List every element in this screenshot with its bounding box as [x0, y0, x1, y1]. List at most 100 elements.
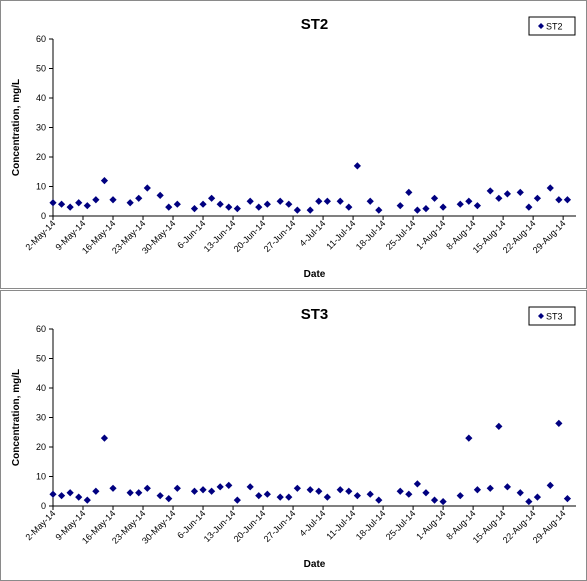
data-point — [345, 487, 353, 495]
data-point — [456, 492, 464, 500]
data-point — [555, 419, 563, 427]
data-point — [546, 481, 554, 489]
data-point — [422, 205, 430, 213]
data-point — [555, 196, 563, 204]
data-point — [225, 481, 233, 489]
data-point — [336, 486, 344, 494]
scatter-chart-st3: ST301020304050602-May-149-May-1416-May-1… — [11, 306, 576, 570]
data-point — [465, 197, 473, 205]
data-point — [516, 188, 524, 196]
data-point — [233, 205, 241, 213]
data-point — [473, 486, 482, 494]
x-tick-label: 2-May-14 — [23, 218, 57, 252]
data-point — [306, 206, 314, 214]
data-point — [293, 484, 301, 492]
data-point — [503, 483, 512, 491]
data-point — [430, 194, 439, 202]
data-point — [165, 203, 173, 211]
data-point — [100, 434, 109, 442]
data-point — [439, 203, 447, 211]
x-tick-label: 27-Jun-14 — [262, 218, 298, 254]
data-point — [143, 484, 151, 492]
y-tick-label: 20 — [36, 152, 46, 162]
chart-panel-st2: ST2 0 10 20 30 40 50 60 2-May-14 9-May-14 16-May-1… — [0, 0, 587, 289]
x-axis-label: Date — [304, 559, 326, 570]
data-point — [495, 422, 503, 430]
data-point — [75, 493, 83, 501]
data-point — [323, 493, 331, 501]
legend: ST2 — [528, 16, 576, 36]
data-point — [353, 492, 361, 500]
data-point — [100, 177, 109, 185]
scatter-chart-st2: ST201020304050602-May-149-May-1416-May-1… — [11, 16, 576, 280]
data-point — [156, 492, 164, 500]
data-point — [225, 203, 233, 211]
data-point — [293, 206, 301, 214]
data-point — [83, 202, 91, 210]
data-point — [413, 480, 421, 488]
data-point — [353, 162, 361, 170]
data-point — [486, 484, 494, 492]
y-tick-label: 0 — [41, 501, 46, 511]
data-point — [315, 487, 323, 495]
data-point — [49, 199, 57, 207]
data-point — [233, 496, 241, 504]
data-point — [83, 496, 91, 504]
data-point — [345, 203, 353, 211]
data-point — [199, 486, 207, 494]
legend-marker — [538, 313, 544, 319]
data-point — [315, 197, 323, 205]
x-tick-label: 11-Jul-14 — [324, 508, 357, 541]
chart-title: ST2 — [301, 16, 329, 33]
data-point — [135, 489, 143, 497]
data-point — [156, 191, 164, 199]
legend-label: ST2 — [546, 22, 563, 32]
data-point — [190, 487, 199, 495]
data-point — [92, 196, 100, 204]
data-point — [255, 203, 263, 211]
data-point — [208, 194, 216, 202]
data-point — [199, 200, 207, 208]
y-axis-label: Concentration, mg/L — [11, 79, 22, 176]
y-tick-label: 40 — [36, 93, 46, 103]
data-point — [173, 484, 181, 492]
x-tick-label: 27-Jun-14 — [262, 508, 298, 544]
data-point — [323, 197, 331, 205]
x-axis-label: Date — [304, 269, 326, 280]
x-tick-label: 2-May-14 — [23, 508, 57, 542]
data-point — [375, 496, 383, 504]
y-tick-label: 10 — [36, 472, 46, 482]
data-point — [66, 203, 74, 211]
chart-title: ST3 — [301, 306, 329, 323]
data-point — [430, 496, 439, 504]
data-point — [486, 187, 494, 195]
x-tick-label: 25-Jul-14 — [384, 218, 418, 252]
data-point — [366, 490, 374, 498]
data-point — [525, 203, 533, 211]
data-point — [285, 200, 293, 208]
y-tick-label: 50 — [36, 64, 46, 74]
x-tick-label: 18-Jul-14 — [354, 218, 388, 252]
x-tick-label: 25-Jul-14 — [384, 508, 418, 542]
data-point — [49, 490, 57, 498]
data-point — [396, 487, 404, 495]
data-point — [525, 497, 533, 506]
x-tick-label: 18-Jul-14 — [354, 508, 388, 542]
y-tick-label: 10 — [36, 182, 46, 192]
legend-marker — [538, 23, 544, 29]
data-point — [546, 184, 554, 192]
legend-box — [528, 306, 576, 326]
y-axis-label: Concentration, mg/L — [11, 369, 22, 466]
y-tick-label: 40 — [36, 383, 46, 393]
y-tick-label: 0 — [41, 211, 46, 221]
data-point — [473, 202, 482, 210]
x-tick-label: 4-Jul-14 — [297, 508, 327, 538]
data-point — [405, 188, 413, 196]
data-point — [563, 495, 572, 503]
data-point — [126, 199, 134, 207]
x-tick-label: 11-Jul-14 — [324, 218, 357, 251]
x-tick-label: 29-Aug-14 — [531, 508, 568, 545]
data-point — [413, 206, 421, 214]
data-point — [126, 489, 134, 497]
data-point — [396, 202, 404, 210]
